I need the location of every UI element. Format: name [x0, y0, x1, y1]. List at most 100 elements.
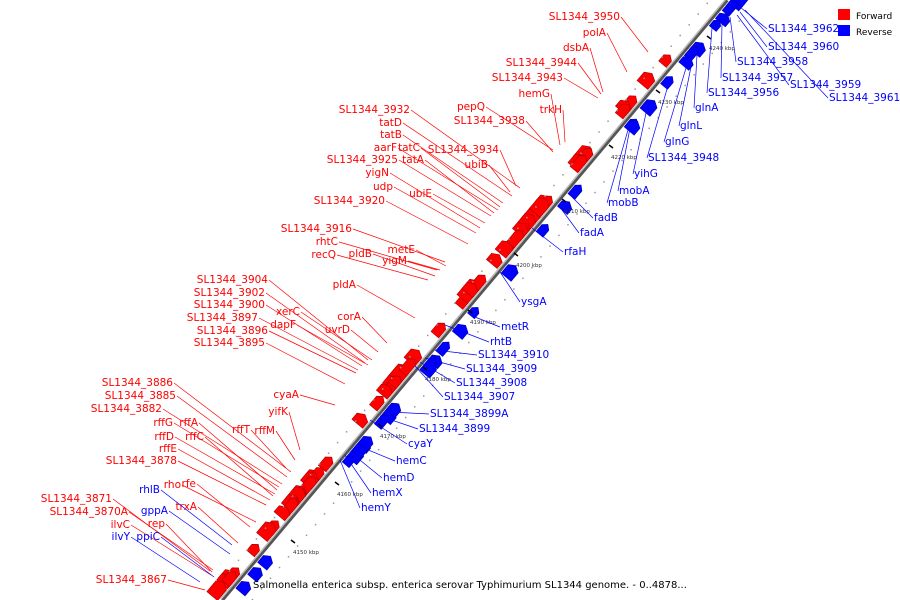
forward-gene-label[interactable]: recQ [311, 249, 336, 261]
reverse-gene-label[interactable]: SL1344_3961 [829, 92, 900, 104]
forward-gene-label[interactable]: rffA [179, 417, 199, 429]
reverse-gene-label[interactable]: hemD [383, 472, 414, 484]
reverse-gene-arrow[interactable] [247, 567, 263, 583]
forward-gene-label[interactable]: pepQ [457, 101, 485, 113]
forward-gene-arrow[interactable] [256, 521, 277, 542]
forward-gene-label[interactable]: dapF [270, 319, 296, 331]
reverse-gene-arrow[interactable] [385, 402, 402, 419]
forward-gene-label[interactable]: hemG [519, 88, 550, 100]
forward-gene-label[interactable]: SL1344_3944 [506, 57, 578, 69]
reverse-gene-arrow[interactable] [556, 200, 573, 215]
forward-gene-label[interactable]: corA [337, 311, 362, 323]
reverse-gene-arrow[interactable] [451, 323, 469, 340]
reverse-gene-label[interactable]: glnL [680, 120, 702, 132]
forward-gene-label[interactable]: rfe [182, 478, 196, 490]
reverse-gene-arrow[interactable] [714, 12, 731, 28]
forward-gene-label[interactable]: SL1344_3932 [339, 104, 410, 116]
forward-gene-arrow[interactable] [658, 54, 672, 68]
forward-gene-label[interactable]: ubiE [409, 188, 432, 200]
forward-gene-arrow[interactable] [375, 383, 393, 400]
forward-gene-label[interactable]: SL1344_3934 [428, 144, 500, 156]
forward-gene-arrow[interactable] [369, 395, 385, 412]
forward-gene-arrow[interactable] [398, 358, 416, 377]
forward-gene-arrow[interactable] [494, 240, 514, 259]
forward-gene-label[interactable]: SL1344_3882 [91, 403, 162, 415]
forward-gene-arrow[interactable] [221, 571, 237, 588]
forward-gene-label[interactable]: ubiB [465, 159, 488, 171]
forward-gene-label[interactable]: SL1344_3870A [50, 506, 129, 518]
reverse-gene-arrow[interactable] [639, 99, 658, 117]
reverse-gene-arrow[interactable] [357, 435, 374, 452]
forward-gene-label[interactable]: SL1344_3925 [327, 154, 398, 166]
forward-gene-label[interactable]: rffT [232, 424, 251, 436]
forward-gene-label[interactable]: tatB [380, 129, 402, 141]
forward-gene-label[interactable]: pldA [333, 279, 357, 291]
reverse-gene-label[interactable]: mobA [619, 185, 650, 197]
forward-gene-arrow[interactable] [273, 505, 291, 522]
reverse-gene-label[interactable]: SL1344_3959 [790, 79, 861, 91]
forward-gene-label[interactable]: tatD [379, 117, 402, 129]
reverse-gene-label[interactable]: mobB [608, 197, 639, 209]
forward-gene-arrow[interactable] [636, 71, 656, 90]
reverse-gene-label[interactable]: SL1344_3899 [419, 423, 490, 435]
forward-gene-label[interactable]: dsbA [563, 42, 590, 54]
reverse-gene-arrow[interactable] [467, 307, 480, 320]
reverse-gene-label[interactable]: SL1344_3909 [466, 363, 537, 375]
forward-gene-arrow[interactable] [387, 375, 402, 390]
forward-gene-label[interactable]: yifK [268, 406, 289, 418]
forward-gene-label[interactable]: tatC [398, 142, 420, 154]
forward-gene-label[interactable]: uvrD [325, 324, 350, 336]
forward-gene-label[interactable]: SL1344_3885 [105, 390, 176, 402]
forward-gene-label[interactable]: rffC [185, 431, 204, 443]
forward-gene-arrow[interactable] [485, 253, 503, 269]
forward-gene-arrow[interactable] [512, 222, 529, 238]
forward-gene-label[interactable]: rffM [254, 425, 275, 437]
reverse-gene-arrow[interactable] [435, 341, 451, 357]
forward-gene-arrow[interactable] [246, 543, 260, 558]
forward-gene-label[interactable]: metE [388, 244, 415, 256]
reverse-gene-arrow[interactable] [660, 76, 674, 90]
forward-gene-label[interactable]: rho [164, 479, 181, 491]
reverse-gene-label[interactable]: rfaH [564, 246, 586, 258]
forward-gene-arrow[interactable] [430, 322, 447, 339]
reverse-gene-arrow[interactable] [257, 555, 273, 571]
forward-gene-label[interactable]: rffE [159, 443, 177, 455]
forward-gene-label[interactable]: trxA [175, 501, 197, 513]
forward-gene-arrow[interactable] [614, 103, 631, 120]
reverse-gene-arrow[interactable] [623, 119, 641, 136]
forward-gene-label[interactable]: SL1344_3938 [454, 115, 525, 127]
forward-gene-label[interactable]: SL1344_3896 [197, 325, 269, 337]
reverse-gene-label[interactable]: SL1344_3899A [430, 408, 509, 420]
reverse-gene-label[interactable]: glnG [665, 136, 689, 148]
forward-gene-label[interactable]: SL1344_3886 [102, 377, 174, 389]
reverse-gene-arrow[interactable] [500, 264, 519, 282]
reverse-gene-label[interactable]: ysgA [521, 296, 547, 308]
reverse-gene-label[interactable]: SL1344_3948 [648, 152, 719, 164]
reverse-gene-arrow[interactable] [373, 414, 389, 430]
forward-gene-label[interactable]: SL1344_3900 [194, 299, 265, 311]
reverse-gene-arrow[interactable] [708, 19, 721, 32]
forward-gene-label[interactable]: pldB [349, 248, 372, 260]
forward-gene-label[interactable]: trkH [540, 104, 562, 116]
forward-gene-arrow[interactable] [403, 348, 423, 367]
reverse-gene-arrow[interactable] [732, 0, 749, 8]
reverse-gene-arrow[interactable] [678, 56, 694, 71]
forward-gene-label[interactable]: yigM [382, 255, 407, 267]
forward-gene-label[interactable]: rep [148, 518, 166, 530]
reverse-gene-label[interactable]: hemC [396, 455, 427, 467]
forward-gene-label[interactable]: SL1344_3916 [281, 223, 353, 235]
reverse-gene-label[interactable]: glnA [695, 102, 719, 114]
forward-gene-label[interactable]: SL1344_3950 [549, 11, 620, 23]
reverse-gene-label[interactable]: hemY [361, 502, 391, 514]
forward-gene-label[interactable]: SL1344_3920 [314, 195, 385, 207]
forward-gene-arrow[interactable] [506, 230, 524, 249]
reverse-gene-label[interactable]: SL1344_3962 [768, 23, 839, 35]
forward-gene-label[interactable]: rhtC [316, 236, 338, 248]
forward-gene-label[interactable]: cyaA [273, 389, 299, 401]
forward-gene-arrow[interactable] [206, 580, 227, 600]
reverse-gene-label[interactable]: ilvY [112, 531, 131, 543]
reverse-gene-label[interactable]: SL1344_3957 [722, 72, 793, 84]
reverse-gene-label[interactable]: SL1344_3910 [478, 349, 549, 361]
reverse-gene-arrow[interactable] [419, 361, 437, 379]
forward-gene-label[interactable]: ilvC [111, 519, 130, 531]
